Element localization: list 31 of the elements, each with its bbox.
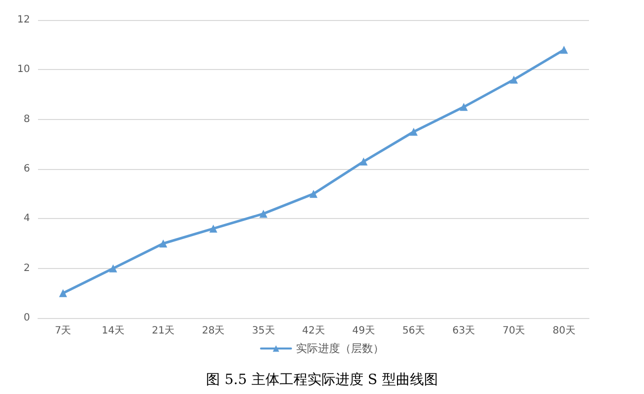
point	[259, 210, 268, 218]
point	[159, 240, 168, 248]
x-tick-label: 7天	[54, 326, 72, 336]
point	[560, 46, 568, 54]
y-tick-label: 8	[24, 114, 30, 125]
x-tick-label: 42天	[302, 326, 325, 336]
legend-label: 实际进度（层数）	[296, 342, 384, 355]
point	[410, 128, 418, 136]
y-tick-label: 4	[24, 213, 30, 224]
x-tick-label: 14天	[102, 326, 125, 336]
point	[109, 264, 118, 272]
y-tick-label: 10	[17, 64, 30, 76]
x-tick-label: 63天	[452, 326, 476, 336]
y-tick-label: 2	[24, 262, 30, 274]
x-tick-label: 56天	[402, 326, 426, 336]
y-tick-label: 12	[17, 14, 30, 26]
y-tick-label: 6	[24, 164, 30, 174]
point	[460, 102, 468, 111]
point	[360, 158, 368, 166]
x-tick-label: 70天	[502, 326, 526, 336]
point	[310, 190, 318, 198]
x-tick-label: 21天	[152, 326, 175, 336]
text: 图 5.5 主体工程实际进度 S 型曲线图	[206, 372, 438, 388]
x-tick-label: 28天	[202, 326, 225, 336]
point	[59, 289, 68, 298]
point	[510, 76, 518, 84]
y-tick-label: 0	[24, 312, 30, 324]
point	[209, 224, 218, 233]
x-tick-label: 80天	[552, 326, 576, 336]
x-tick-label: 35天	[252, 326, 275, 336]
x-tick-label: 49天	[352, 326, 375, 336]
